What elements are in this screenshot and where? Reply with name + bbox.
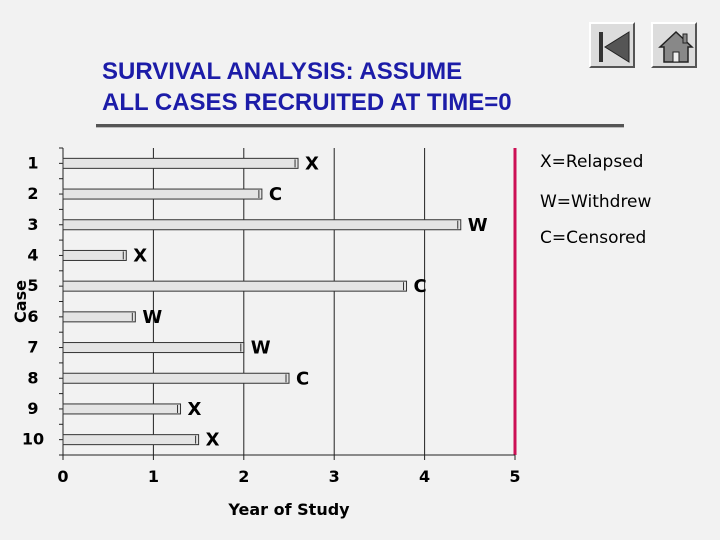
- outcome-label: X: [188, 399, 202, 420]
- previous-slide-icon: [599, 31, 630, 63]
- outcome-label: W: [142, 307, 162, 328]
- legend-withdrew: W=Withdrew: [540, 192, 652, 212]
- outcome-label: W: [251, 338, 271, 359]
- bar: [62, 157, 299, 169]
- title-underline: [96, 124, 624, 128]
- bar: [62, 372, 290, 384]
- case-label: 8: [27, 368, 38, 387]
- bar: [62, 280, 408, 292]
- legend-relapsed: X=Relapsed: [540, 152, 644, 172]
- outcome-label: C: [296, 368, 309, 389]
- x-axis-title: Year of Study: [227, 500, 350, 519]
- case-label: 3: [27, 215, 38, 234]
- x-tick-label: 5: [509, 467, 520, 486]
- x-tick-label: 3: [329, 467, 340, 486]
- home-icon: [658, 30, 694, 63]
- case-label: 10: [22, 430, 44, 449]
- case-label: 6: [27, 307, 38, 326]
- bar: [62, 434, 200, 446]
- bar: [62, 188, 263, 200]
- bar: [62, 403, 182, 415]
- case-label: 7: [27, 338, 38, 357]
- previous-slide-button[interactable]: [589, 22, 635, 68]
- outcome-label: X: [133, 245, 147, 266]
- x-tick-label: 0: [57, 467, 68, 486]
- bar: [62, 311, 136, 323]
- outcome-label: X: [305, 153, 319, 174]
- home-button[interactable]: [651, 22, 697, 68]
- outcome-label: X: [206, 430, 220, 451]
- case-label: 1: [27, 153, 38, 172]
- x-tick-label: 2: [238, 467, 249, 486]
- x-tick-label: 1: [148, 467, 159, 486]
- bar: [62, 219, 462, 231]
- case-label: 4: [27, 245, 38, 264]
- bar: [62, 249, 127, 261]
- case-label: 5: [27, 276, 38, 295]
- outcome-label: C: [414, 276, 427, 297]
- outcome-label: C: [269, 184, 282, 205]
- slide-title: SURVIVAL ANALYSIS: ASSUME ALL CASES RECR…: [102, 58, 512, 116]
- legend-censored: C=Censored: [540, 228, 647, 248]
- bar: [62, 342, 245, 354]
- y-axis-title: Case: [11, 280, 30, 323]
- outcome-label: W: [468, 215, 488, 236]
- case-label: 2: [27, 184, 38, 203]
- case-label: 9: [27, 399, 38, 418]
- x-tick-label: 4: [419, 467, 430, 486]
